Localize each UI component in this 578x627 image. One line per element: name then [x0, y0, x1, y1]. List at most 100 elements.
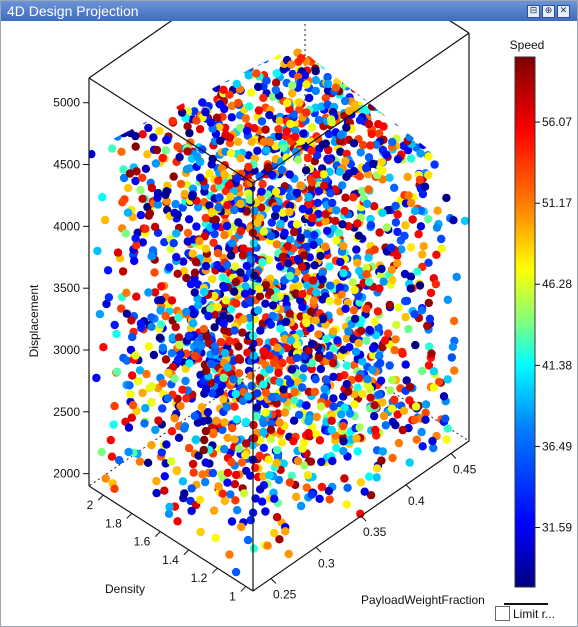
payload-axis-label: PayloadWeightFraction	[361, 593, 485, 607]
window-title: 4D Design Projection	[7, 3, 139, 19]
data-point	[190, 268, 200, 277]
data-point	[202, 21, 210, 25]
data-point	[304, 192, 313, 202]
close-icon[interactable]: ✕	[557, 5, 570, 18]
data-point	[315, 494, 324, 503]
data-point	[385, 46, 394, 48]
data-point	[198, 417, 208, 426]
data-point	[253, 57, 263, 66]
data-point	[132, 167, 141, 176]
data-point	[321, 216, 330, 226]
data-point	[332, 443, 341, 453]
data-point	[411, 402, 421, 411]
data-point	[117, 121, 126, 131]
data-point	[292, 188, 302, 198]
data-point	[168, 333, 177, 342]
data-point	[230, 287, 239, 296]
data-point	[201, 244, 210, 253]
data-point	[360, 65, 369, 75]
data-point	[262, 49, 271, 58]
data-point	[147, 440, 156, 450]
data-point	[249, 420, 258, 430]
data-point	[285, 478, 295, 487]
data-point	[186, 280, 196, 289]
data-point	[250, 463, 260, 472]
data-point	[240, 289, 250, 298]
tick-label: 1.2	[191, 571, 208, 585]
window-titlebar[interactable]: 4D Design Projection ⊟ ⊕ ✕	[1, 1, 577, 21]
colorbar[interactable]	[514, 56, 536, 588]
data-point	[391, 201, 400, 211]
data-point	[197, 403, 206, 412]
data-point	[397, 21, 405, 29]
data-point	[358, 357, 367, 366]
data-point	[93, 246, 102, 256]
data-point	[209, 506, 219, 515]
data-point	[460, 216, 469, 226]
data-point	[204, 338, 213, 348]
data-point	[403, 104, 412, 114]
data-point	[255, 213, 265, 223]
data-point	[161, 146, 170, 155]
data-point	[156, 295, 166, 305]
float-icon[interactable]: ⊕	[542, 5, 555, 18]
data-point	[298, 302, 307, 312]
data-point	[260, 54, 269, 64]
data-point	[272, 458, 281, 468]
data-point	[354, 339, 363, 348]
data-point	[162, 197, 171, 206]
data-point	[313, 198, 322, 208]
data-point	[267, 419, 276, 428]
data-point	[358, 389, 367, 399]
data-point	[106, 435, 116, 445]
limit-range-checkbox[interactable]	[495, 606, 510, 621]
data-point	[289, 227, 299, 237]
data-point	[283, 98, 292, 108]
data-point	[282, 153, 291, 162]
data-point	[220, 348, 230, 358]
data-point	[144, 342, 154, 351]
data-point	[236, 123, 245, 132]
data-point	[382, 150, 391, 159]
data-point	[207, 359, 216, 368]
data-point	[163, 394, 173, 403]
data-point	[213, 49, 223, 58]
scatter-3d-plot[interactable]: 2000 2500 3000 3500 4000 4500 5000 Displacemen…	[1, 21, 577, 626]
pin-icon[interactable]: ⊟	[527, 5, 540, 18]
data-point	[424, 215, 433, 224]
data-point	[333, 336, 342, 345]
data-point	[201, 477, 210, 487]
data-point	[274, 131, 284, 141]
data-point	[363, 380, 372, 390]
data-point	[289, 416, 299, 425]
data-point	[381, 421, 390, 430]
data-point	[173, 517, 182, 526]
data-point	[349, 33, 357, 41]
data-point	[215, 193, 224, 202]
limit-range-control[interactable]: Limit r...	[495, 606, 555, 621]
data-point	[169, 172, 178, 181]
data-point	[126, 345, 136, 355]
data-point	[162, 187, 171, 196]
data-point	[118, 267, 128, 276]
data-point	[261, 125, 270, 134]
data-point	[125, 169, 135, 178]
data-point	[383, 329, 393, 338]
data-point	[408, 101, 417, 110]
data-point	[157, 66, 167, 76]
data-point	[298, 444, 307, 453]
data-point	[350, 285, 359, 295]
data-point	[326, 281, 335, 290]
data-point	[397, 245, 406, 254]
data-point	[302, 80, 311, 89]
data-point	[372, 99, 381, 109]
tick-label: 1.4	[162, 553, 179, 567]
data-point	[196, 527, 205, 537]
data-point	[376, 358, 385, 368]
cube-front-edges	[88, 21, 470, 592]
data-point	[160, 76, 170, 85]
data-point	[315, 47, 325, 56]
data-point	[314, 115, 324, 125]
data-point	[226, 149, 236, 158]
colorbar-ticks: 56.07 51.17 46.28 41.38 36.49 31.59	[535, 115, 572, 535]
